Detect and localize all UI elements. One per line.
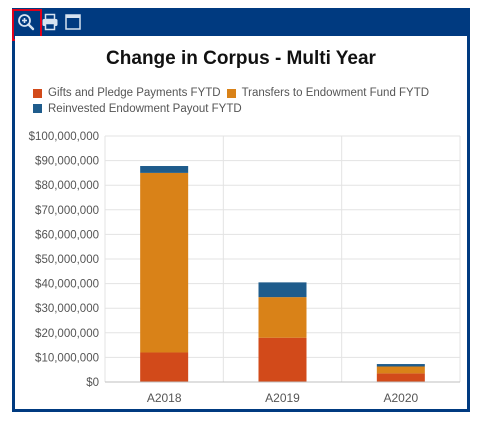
legend-swatch xyxy=(226,88,236,98)
legend-item[interactable]: Reinvested Endowment Payout FYTD xyxy=(33,102,242,116)
window-icon xyxy=(65,14,81,30)
bar-segment[interactable] xyxy=(376,373,425,382)
legend-label: Transfers to Endowment Fund FYTD xyxy=(241,87,430,99)
bar-segment[interactable] xyxy=(140,172,189,353)
x-tick-label: A2019 xyxy=(265,391,300,405)
legend-item[interactable]: Transfers to Endowment Fund FYTD xyxy=(226,86,430,100)
chart-legend: Gifts and Pledge Payments FYTD Transfers … xyxy=(33,86,453,117)
bar-segment[interactable] xyxy=(376,366,425,374)
bar-segment[interactable] xyxy=(140,166,189,173)
y-tick-label: $20,000,000 xyxy=(35,328,99,340)
legend-swatch xyxy=(33,88,42,98)
chart-window: $0 $10,000,000 $20,000,000 $30,000,000 $40,0… xyxy=(12,8,470,412)
zoom-button[interactable] xyxy=(12,9,42,41)
y-tick-label: $100,000,000 xyxy=(29,131,99,143)
legend-swatch xyxy=(33,104,42,113)
zoom-in-icon xyxy=(18,14,35,31)
chart-toolbar xyxy=(12,8,470,41)
bar-segment[interactable] xyxy=(140,352,189,382)
print-button[interactable] xyxy=(40,12,60,32)
bar-segment[interactable] xyxy=(258,297,307,338)
chart-panel: $0 $10,000,000 $20,000,000 $30,000,000 $40,0… xyxy=(15,36,467,409)
bar-segment[interactable] xyxy=(258,337,307,382)
legend-item[interactable]: Gifts and Pledge Payments FYTD xyxy=(33,86,221,100)
printer-icon xyxy=(42,13,58,31)
bar-segment[interactable] xyxy=(258,282,307,298)
y-tick-label: $30,000,000 xyxy=(35,303,99,315)
x-tick-label: A2020 xyxy=(383,391,418,405)
bar-segment[interactable] xyxy=(376,364,425,367)
y-tick-label: $0 xyxy=(86,377,99,389)
legend-label: Gifts and Pledge Payments FYTD xyxy=(48,87,221,99)
y-tick-label: $70,000,000 xyxy=(35,205,99,217)
y-tick-label: $80,000,000 xyxy=(35,180,99,192)
y-tick-label: $50,000,000 xyxy=(35,254,99,266)
y-tick-label: $60,000,000 xyxy=(35,229,99,241)
y-tick-label: $90,000,000 xyxy=(35,156,99,168)
window-button[interactable] xyxy=(63,12,83,32)
y-tick-label: $40,000,000 xyxy=(35,279,99,291)
chart-title: Change in Corpus - Multi Year xyxy=(106,48,376,69)
x-tick-label: A2018 xyxy=(147,391,182,405)
stacked-bar-chart: $0 $10,000,000 $20,000,000 $30,000,000 $40,0… xyxy=(29,131,461,405)
legend-label: Reinvested Endowment Payout FYTD xyxy=(48,102,242,115)
y-tick-label: $10,000,000 xyxy=(35,352,99,364)
